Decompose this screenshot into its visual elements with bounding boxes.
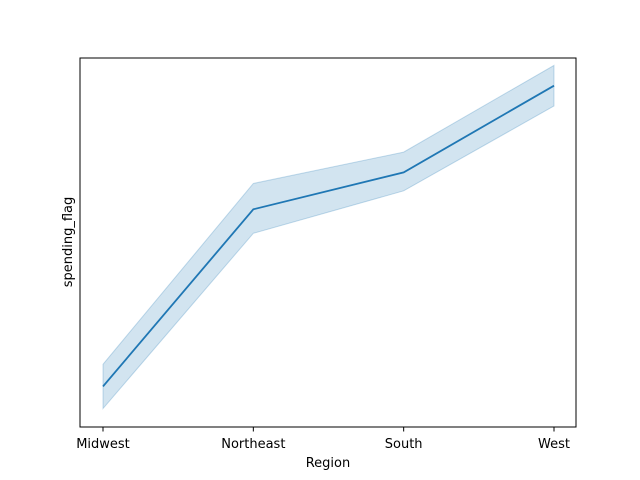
x-axis-ticks: Midwest Northeast South West	[76, 427, 570, 452]
series-line-layer	[102, 84, 555, 387]
x-axis-label: Region	[306, 456, 351, 471]
confidence-band-layer	[102, 64, 555, 410]
x-tick-label: West	[538, 437, 570, 452]
confidence-band	[102, 64, 555, 410]
x-tick-label: South	[385, 437, 423, 452]
x-tick-label: Midwest	[76, 437, 130, 452]
y-axis-label: spending_flag	[61, 197, 76, 288]
plot-frame	[79, 57, 577, 428]
x-tick-label: Northeast	[221, 437, 285, 452]
series-line	[102, 84, 555, 387]
